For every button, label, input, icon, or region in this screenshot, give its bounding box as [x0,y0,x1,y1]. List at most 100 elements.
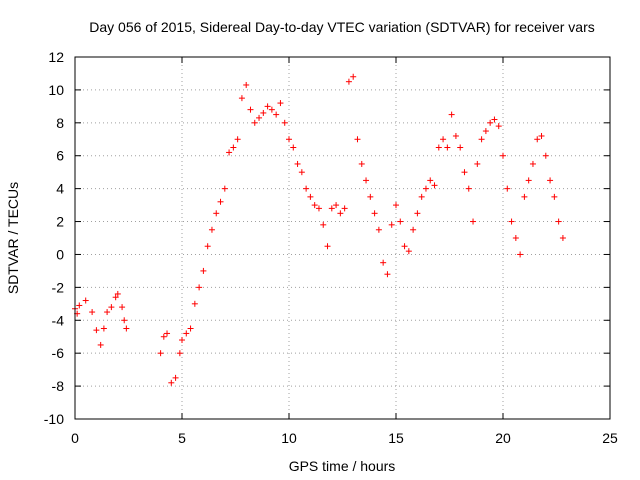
data-point [221,185,228,192]
data-point [555,218,562,225]
data-point [547,177,554,184]
data-point [108,304,115,311]
data-point [160,333,167,340]
data-point [260,109,267,116]
data-point [465,185,472,192]
data-point [82,297,89,304]
data-point [440,136,447,143]
data-point [303,185,310,192]
data-point [97,341,104,348]
data-point [93,327,100,334]
data-point [512,235,519,241]
y-tick-label: 8 [56,115,64,131]
data-point [358,160,365,167]
data-point [119,304,126,311]
data-point [328,205,335,212]
x-tick-label: 5 [178,430,186,446]
data-point [172,374,179,381]
x-tick-label: 15 [388,430,404,446]
data-point [444,144,451,151]
data-point [414,210,421,217]
data-point [179,337,185,344]
data-point [435,144,442,151]
data-point [559,235,566,241]
data-point [104,309,111,316]
data-point [474,160,481,167]
data-point [208,226,215,233]
data-point [517,251,524,258]
data-point [187,325,194,332]
data-point [121,317,128,324]
data-point [452,132,459,139]
data-point [273,111,280,118]
data-point [418,193,425,200]
data-point [470,218,477,225]
data-point [333,202,340,209]
data-point [123,325,130,332]
data-point [251,119,258,126]
data-point [290,144,297,151]
data-point [281,119,288,126]
data-point [478,136,485,143]
data-point [422,185,429,192]
data-point [371,210,378,217]
data-point [500,152,506,159]
y-tick-label: -10 [44,411,64,427]
data-point [157,350,164,357]
data-point [410,226,417,233]
data-point [277,100,284,107]
y-tick-label: 4 [56,181,64,197]
data-point [401,243,408,250]
data-point [324,243,331,250]
data-point [213,210,220,217]
y-tick-label: -2 [52,279,65,295]
data-point [268,106,275,113]
data-point [551,193,558,200]
data-point [200,267,207,274]
grid-layer [75,57,610,419]
data-point [457,144,464,151]
data-point [529,160,536,167]
data-point [315,205,322,212]
data-point [504,185,511,192]
data-point [354,136,361,143]
y-tick-label: 6 [56,148,64,164]
data-point [311,202,318,209]
data-point [307,193,314,200]
data-point [448,111,455,118]
data-point [286,136,292,143]
data-point [112,294,119,301]
data-point [542,152,549,159]
data-point [294,160,301,167]
data-point [461,169,468,176]
data-point [427,177,434,184]
y-tick-label: -4 [52,312,65,328]
y-tick-label: -6 [52,345,65,361]
data-point [89,309,96,316]
data-point [482,128,489,135]
data-point [264,103,271,110]
axis-ticks: -10 -8 -6 -4 -2 0 2 4 6 8 10 12 0 5 10 15 20 25 [44,49,618,446]
data-point [204,243,211,250]
data-point [491,116,498,123]
data-point [217,198,224,205]
x-tick-label: 10 [281,430,297,446]
x-tick-label: 20 [495,430,511,446]
data-point [337,210,344,217]
data-point [256,114,263,121]
data-point [345,78,352,85]
data-point [168,379,175,386]
data-point [76,302,83,309]
data-point [238,95,245,102]
y-axis-label: SDTVAR / TECUs [5,182,21,294]
data-point [320,221,327,228]
data-point [164,330,171,337]
data-point [226,149,233,156]
data-points [72,73,566,386]
y-tick-label: 0 [56,246,64,262]
x-tick-label: 0 [71,430,79,446]
data-point [363,177,370,184]
data-point [176,350,183,357]
data-point [380,259,387,266]
data-point [521,193,528,200]
